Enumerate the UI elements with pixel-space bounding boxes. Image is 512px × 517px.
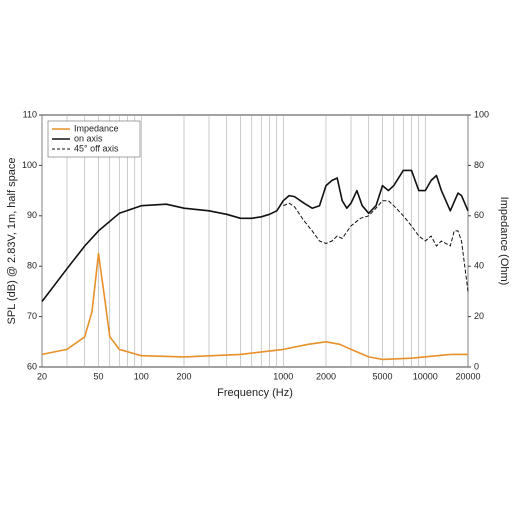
x-tick-label: 50 bbox=[93, 371, 103, 381]
y2-tick-label: 60 bbox=[474, 210, 484, 220]
y-tick-label: 70 bbox=[27, 311, 37, 321]
y2-tick-label: 100 bbox=[474, 109, 489, 119]
y2-tick-label: 0 bbox=[474, 361, 479, 371]
y-tick-label: 110 bbox=[23, 109, 37, 119]
x-axis-label: Frequency (Hz) bbox=[217, 387, 293, 399]
x-tick-label: 200 bbox=[176, 371, 191, 381]
x-tick-label: 10000 bbox=[413, 371, 438, 381]
series-line bbox=[283, 200, 469, 292]
series-line bbox=[41, 169, 469, 302]
series-line bbox=[41, 252, 468, 361]
y2-tick-label: 80 bbox=[474, 160, 484, 170]
y2-tick-label: 40 bbox=[474, 261, 484, 271]
x-tick-label: 1000 bbox=[273, 371, 293, 381]
x-tick-label: 20 bbox=[37, 371, 47, 381]
legend-label: 45° off axis bbox=[74, 143, 119, 153]
y-tick-label: 60 bbox=[27, 361, 37, 371]
legend-label: Impedance bbox=[74, 123, 119, 133]
x-tick-label: 2000 bbox=[316, 371, 336, 381]
x-tick-label: 20000 bbox=[455, 371, 480, 381]
y-tick-label: 90 bbox=[27, 210, 37, 220]
y2-axis-label: Impedance (Ohm) bbox=[498, 197, 510, 286]
x-tick-label: 5000 bbox=[372, 371, 392, 381]
y-axis-label: SPL (dB) @ 2.83V, 1m, half space bbox=[6, 158, 18, 325]
legend-label: on axis bbox=[74, 133, 103, 143]
x-tick-label: 100 bbox=[134, 371, 149, 381]
y-tick-label: 100 bbox=[22, 160, 37, 170]
y-tick-label: 80 bbox=[27, 261, 37, 271]
y2-tick-label: 20 bbox=[474, 311, 484, 321]
